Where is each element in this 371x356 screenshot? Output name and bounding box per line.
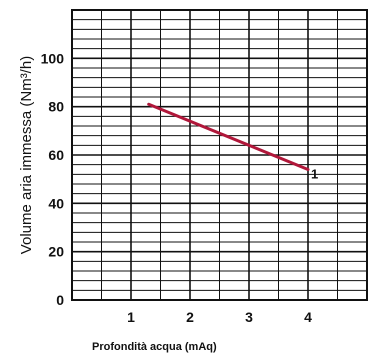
x-axis-title: Profondità acqua (mAq) xyxy=(92,341,217,353)
y-tick-label: 20 xyxy=(48,244,64,260)
y-tick-label: 40 xyxy=(48,195,64,211)
series-label: 1 xyxy=(311,167,318,182)
y-tick-label: 0 xyxy=(56,292,64,308)
x-tick-label: 3 xyxy=(245,309,253,325)
y-tick-label: 80 xyxy=(48,99,64,115)
minor-grid xyxy=(72,10,367,300)
major-grid xyxy=(72,10,367,300)
y-tick-label: 60 xyxy=(48,147,64,163)
tick-labels: 0 20 40 60 80 100 1 2 3 4 xyxy=(41,50,312,325)
y-tick-label: 100 xyxy=(41,50,65,66)
series-layer: 1 xyxy=(147,102,318,182)
x-tick-label: 4 xyxy=(304,309,312,325)
series-line xyxy=(147,102,310,171)
x-tick-label: 2 xyxy=(186,309,194,325)
plot-frame xyxy=(71,9,368,301)
x-tick-label: 1 xyxy=(127,309,135,325)
y-axis-title: Volume aria immessa (Nm³/h) xyxy=(18,56,35,254)
